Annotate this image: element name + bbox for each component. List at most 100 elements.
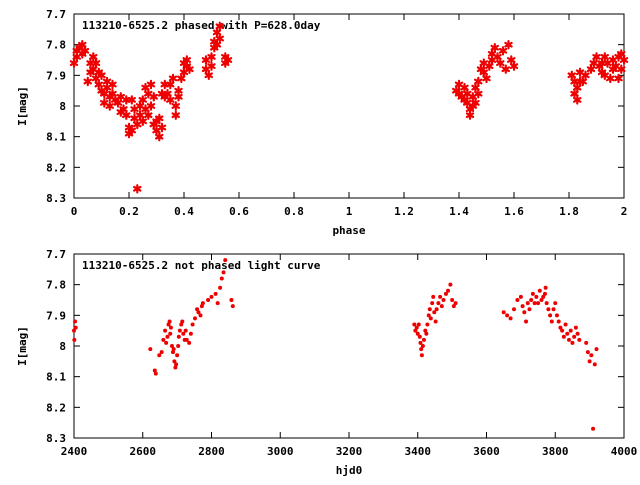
data-point [204,70,213,80]
data-point [485,61,494,71]
data-point [573,95,582,105]
data-point [171,347,176,352]
data-point [149,92,158,102]
data-point [505,313,510,318]
data-point [512,307,516,312]
data-point [611,61,620,71]
y-tick-label: 8.2 [46,161,66,174]
x-tick-label: 3800 [542,445,569,458]
x-tick-label: 0.8 [284,205,304,218]
data-point [80,46,90,56]
data-point [460,82,469,93]
data-point [174,362,179,367]
data-point [138,95,147,105]
data-point [451,304,456,309]
data-point [553,301,558,306]
data-point [198,313,203,318]
data-point [171,350,175,355]
data-point [163,328,168,333]
data-point [119,104,128,114]
data-point [438,294,443,299]
data-point [215,301,220,306]
y-tick-label: 8.1 [46,371,66,384]
data-point [144,89,153,99]
data-point [589,353,594,358]
data-point [443,291,448,296]
data-point [230,304,235,309]
data-point [534,294,539,299]
data-point [453,301,458,306]
y-tick-label: 8 [59,340,66,353]
y-tick-label: 7.8 [46,39,66,52]
data-point [587,359,592,364]
y-tick-label: 8.3 [46,432,66,445]
data-point [448,282,453,287]
x-tick-label: 1.8 [559,205,579,218]
data-point [556,319,561,324]
data-point [431,294,436,299]
data-point [600,70,609,80]
data-point [436,301,441,306]
data-point [560,328,565,333]
x-tick-label: 0 [71,205,78,218]
data-point [509,61,519,71]
data-point [543,285,548,290]
data-point [471,82,480,93]
data-point [199,304,204,309]
x-tick-label: 1 [346,205,353,218]
data-point [135,110,145,120]
data-point [177,328,182,333]
data-point [207,61,216,71]
data-point [193,316,197,321]
data-point [130,104,139,114]
data-point [168,331,173,336]
data-point [78,40,87,50]
x-tick-label: 0.4 [174,205,194,218]
data-point [72,52,81,62]
data-point [421,337,426,342]
data-point [567,337,571,342]
data-point [175,353,180,358]
data-point [420,344,425,348]
data-point [434,307,439,312]
x-tick-label: 3000 [267,445,294,458]
data-point [144,110,153,120]
data-point [212,40,222,50]
data-point [155,132,164,142]
data-point [127,125,136,136]
data-point [424,331,429,336]
data-point [108,89,117,99]
data-point [207,52,216,62]
data-point [108,79,117,90]
data-point [218,285,223,290]
data-point [172,359,177,364]
chart-title: 113210-6525.2 not phased light curve [82,259,321,272]
data-point [180,319,185,324]
data-point [563,322,568,327]
data-point [102,76,112,87]
data-point [594,347,599,352]
data-point [116,92,125,102]
data-point [169,344,174,348]
data-point [554,313,559,318]
data-point [426,313,431,318]
y-axis-label: I[mag] [16,326,29,366]
data-point [572,334,577,339]
x-tick-label: 2 [621,205,628,218]
data-point [171,110,180,120]
data-point [412,322,417,327]
data-point [69,58,79,68]
data-point [159,350,164,355]
data-point [524,319,529,324]
data-point [427,307,432,312]
data-point [591,426,596,431]
data-point [190,322,195,327]
data-point [100,98,109,108]
data-point [201,55,211,65]
data-point [585,350,590,355]
y-tick-label: 7.9 [46,309,66,322]
data-point [413,328,418,333]
x-tick-label: 1.6 [504,205,524,218]
y-axis-label: I[mag] [16,86,29,126]
